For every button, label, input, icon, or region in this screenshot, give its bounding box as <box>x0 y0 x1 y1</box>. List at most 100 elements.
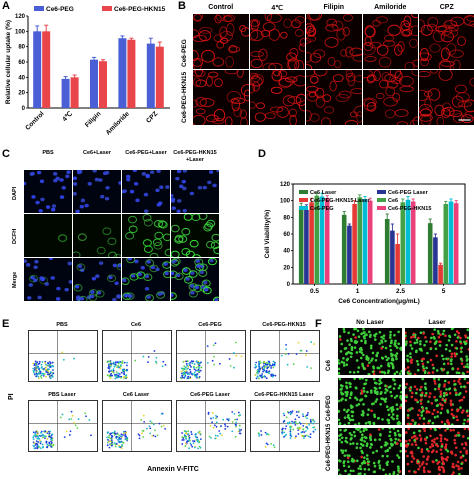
dead-cell <box>413 471 417 474</box>
event-dot <box>235 425 237 428</box>
live-cell <box>454 382 457 386</box>
live-cell <box>435 459 438 462</box>
dead-cell <box>428 395 431 399</box>
event-dot <box>304 415 307 418</box>
event-dot <box>61 351 64 354</box>
event-dot <box>32 431 35 434</box>
dead-cell <box>464 459 468 462</box>
live-cell <box>359 399 362 402</box>
live-cell <box>364 422 368 425</box>
dead-cell <box>439 437 443 440</box>
nucleus <box>195 259 200 263</box>
event-dot <box>40 366 43 369</box>
cell-membrane <box>298 100 305 112</box>
event-dot <box>215 414 217 417</box>
event-dot <box>37 436 40 439</box>
live-cell <box>391 378 395 381</box>
event-dot <box>312 430 315 433</box>
live-cell <box>396 421 400 425</box>
bar <box>390 230 395 284</box>
nucleus <box>78 170 83 174</box>
live-cell <box>345 385 348 388</box>
live-cell <box>391 413 395 416</box>
event-dot <box>37 441 40 443</box>
live-cell <box>346 460 350 464</box>
live-cell <box>347 465 351 468</box>
event-dot <box>113 434 116 436</box>
nucleus <box>196 264 201 268</box>
event-dot <box>313 420 316 423</box>
event-dot <box>265 442 268 445</box>
event-dot <box>295 353 298 355</box>
dead-cell <box>413 373 417 375</box>
event-dot <box>46 446 49 449</box>
dead-cell <box>435 354 438 358</box>
x-tick-label: Filipin <box>84 110 103 129</box>
event-dot <box>187 435 190 438</box>
legend-swatch <box>299 198 308 202</box>
event-dot <box>124 434 127 437</box>
cell-membrane <box>393 44 403 56</box>
live-cell <box>385 405 389 408</box>
x-axis-label: Ce6 Concentration(μg/mL) <box>338 298 420 305</box>
event-dot <box>200 366 203 369</box>
live-cell <box>356 459 359 463</box>
live-cell <box>353 378 356 380</box>
dead-cell <box>421 357 424 361</box>
cell-membrane <box>250 58 263 69</box>
event-dot <box>224 425 227 427</box>
event-dot <box>197 368 200 371</box>
event-dot <box>189 368 191 371</box>
dead-cell <box>463 428 467 431</box>
cell-membrane <box>436 116 445 125</box>
cell-membrane <box>469 77 474 87</box>
live-cell <box>460 346 463 350</box>
nucleus <box>94 177 100 182</box>
event-dot <box>193 368 196 371</box>
dead-cell <box>429 428 433 430</box>
dead-cell <box>455 464 458 467</box>
cell-membrane <box>384 109 395 119</box>
event-dot <box>292 363 295 365</box>
dead-cell <box>465 339 468 343</box>
live-cell <box>466 336 469 340</box>
cell-membrane <box>349 47 362 57</box>
dcf-signal <box>174 272 184 281</box>
live-cell <box>399 444 402 448</box>
event-dot <box>185 363 188 365</box>
nucleus <box>149 170 155 174</box>
event-dot <box>273 446 276 449</box>
panel-label-b: B <box>178 0 186 12</box>
event-dot <box>125 364 128 367</box>
live-cell <box>426 351 429 355</box>
live-cell <box>442 394 446 398</box>
live-cell <box>394 354 397 357</box>
live-cell <box>380 397 383 400</box>
event-dot <box>306 417 308 420</box>
event-dot <box>149 420 152 423</box>
nucleus <box>30 171 35 176</box>
event-dot <box>123 432 125 435</box>
live-cell <box>431 421 435 425</box>
bar <box>324 198 330 284</box>
cell-membrane <box>230 97 246 105</box>
live-cell <box>395 357 398 361</box>
event-dot <box>39 442 42 445</box>
event-dot <box>189 376 192 379</box>
dead-cell <box>433 382 437 385</box>
cell-membrane <box>193 34 207 43</box>
event-dot <box>146 427 148 430</box>
live-cell <box>351 457 354 461</box>
dead-cell <box>406 454 409 458</box>
cell-membrane <box>249 72 258 80</box>
event-dot <box>237 411 240 414</box>
dead-cell <box>422 428 425 430</box>
live-cell <box>354 423 357 425</box>
event-dot <box>312 418 314 421</box>
cell-texture <box>249 14 305 69</box>
dead-cell <box>431 371 435 374</box>
dcf-signal <box>145 294 155 301</box>
event-dot <box>115 436 117 438</box>
event-dot <box>142 355 145 358</box>
nucleus <box>89 294 95 299</box>
